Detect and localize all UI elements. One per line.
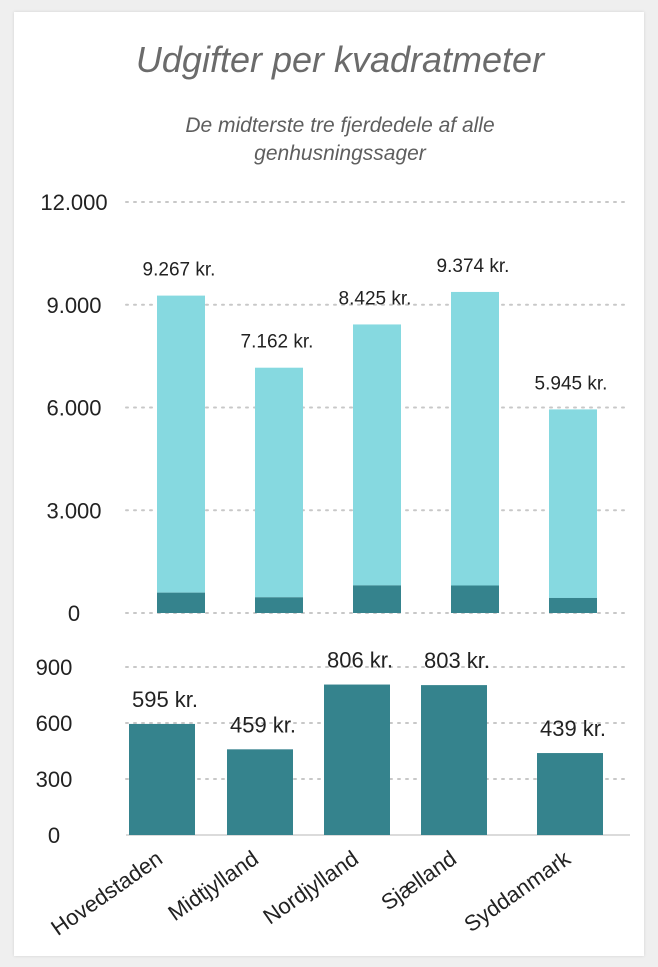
top-bar-upper-segment: [157, 295, 205, 593]
category-label: Sjælland: [376, 846, 460, 916]
top-bar-lower-segment: [353, 585, 401, 613]
chart-subtitle-line-1: De midterste tre fjerdedele af alle: [185, 114, 494, 137]
top-bar-data-label: 9.267 kr.: [143, 260, 216, 281]
bottom-bar-data-label: 595 kr.: [132, 687, 198, 712]
bottom-bar: [421, 685, 487, 835]
category-label: Midtjylland: [163, 846, 262, 926]
top-bar-upper-segment: [353, 324, 401, 586]
bottom-bar-data-label: 803 kr.: [424, 648, 490, 673]
bottom-bar: [227, 749, 293, 835]
top-bar-data-label: 8.425 kr.: [339, 288, 412, 309]
top-bar-upper-segment: [549, 409, 597, 598]
top-y-tick-label: 0: [68, 601, 80, 626]
bottom-bar: [537, 753, 603, 835]
top-bar-data-label: 9.374 kr.: [437, 256, 510, 277]
bottom-chart: 0 300 600 900 595 kr. 459 kr. 806 kr. 803 kr. 43…: [36, 648, 631, 848]
category-label: Nordjylland: [258, 846, 362, 930]
top-bar-lower-segment: [157, 592, 205, 613]
chart-card: Udgifter per kvadratmeter De midterste t…: [14, 12, 644, 956]
top-bar-upper-segment: [451, 291, 499, 586]
bottom-bar: [129, 723, 195, 835]
top-y-tick-label: 9.000: [46, 293, 101, 318]
category-label: Hovedstaden: [46, 846, 167, 941]
top-y-tick-label: 6.000: [46, 396, 101, 421]
bottom-bar: [324, 684, 390, 835]
top-y-tick-label: 12.000: [40, 190, 107, 215]
top-bar-upper-segment: [255, 367, 303, 598]
chart-title: Udgifter per kvadratmeter: [136, 39, 546, 80]
bottom-bar-data-label: 439 kr.: [540, 716, 606, 741]
bottom-y-tick-label: 300: [36, 767, 73, 792]
top-bar-lower-segment: [549, 597, 597, 613]
bottom-y-tick-label: 900: [36, 655, 73, 680]
category-label: Syddanmark: [459, 845, 575, 937]
top-chart: 0 3.000 6.000 9.000 12.000 9.267 kr. 7.162 kr.…: [40, 190, 631, 626]
top-y-tick-label: 3.000: [46, 498, 101, 523]
top-bar-lower-segment: [255, 597, 303, 613]
top-bar-data-label: 5.945 kr.: [535, 373, 608, 394]
bottom-bar-data-label: 459 kr.: [230, 712, 296, 737]
top-bar-data-label: 7.162 kr.: [241, 332, 314, 353]
chart-canvas: Udgifter per kvadratmeter De midterste t…: [36, 39, 631, 940]
chart-subtitle-line-2: genhusningssager: [254, 142, 427, 165]
bottom-y-tick-label: 0: [48, 823, 60, 848]
bottom-y-tick-label: 600: [36, 711, 73, 736]
bottom-bar-data-label: 806 kr.: [327, 648, 393, 673]
top-bar-lower-segment: [451, 585, 499, 613]
